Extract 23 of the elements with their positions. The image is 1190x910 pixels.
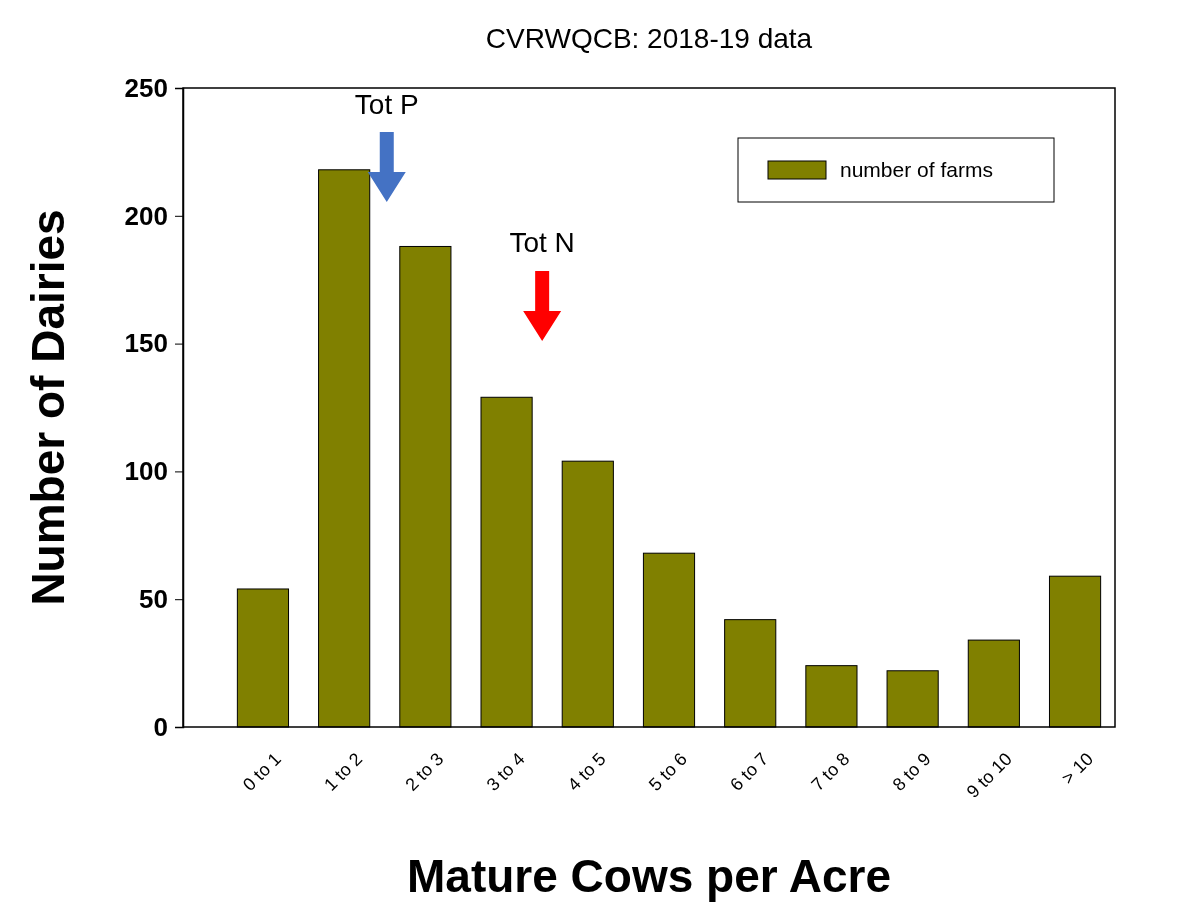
y-axis-title: Number of Dairies	[22, 209, 74, 606]
x-tick-label: 6 to 7	[726, 748, 773, 795]
y-tick-label: 100	[124, 456, 168, 487]
x-axis-title: Mature Cows per Acre	[407, 850, 891, 902]
x-tick-label: 8 to 9	[888, 748, 935, 795]
annotation: Tot N	[509, 227, 575, 258]
y-tick-label: 250	[124, 72, 168, 103]
x-tick-label: 5 to 6	[644, 748, 691, 795]
x-tick-label: 4 to 5	[563, 748, 610, 795]
x-tick-label: 3 to 4	[482, 748, 529, 795]
x-tick-label: 1 to 2	[320, 748, 367, 795]
x-tick-label: 7 to 8	[807, 748, 854, 795]
x-tick-label: 0 to 1	[238, 748, 285, 795]
y-tick-label: 0	[153, 711, 168, 742]
y-tick-label: 150	[124, 328, 168, 359]
chart-title: CVRWQCB: 2018-19 data	[485, 23, 813, 54]
y-tick-label: 50	[139, 584, 168, 615]
x-tick-label: 2 to 3	[401, 748, 448, 795]
legend-label: number of farms	[840, 158, 993, 181]
annotation: Tot P	[354, 89, 419, 120]
x-tick-label: > 10	[1057, 748, 1098, 789]
x-tick-label: 9 to 10	[962, 748, 1016, 802]
y-tick-label: 200	[124, 200, 168, 231]
